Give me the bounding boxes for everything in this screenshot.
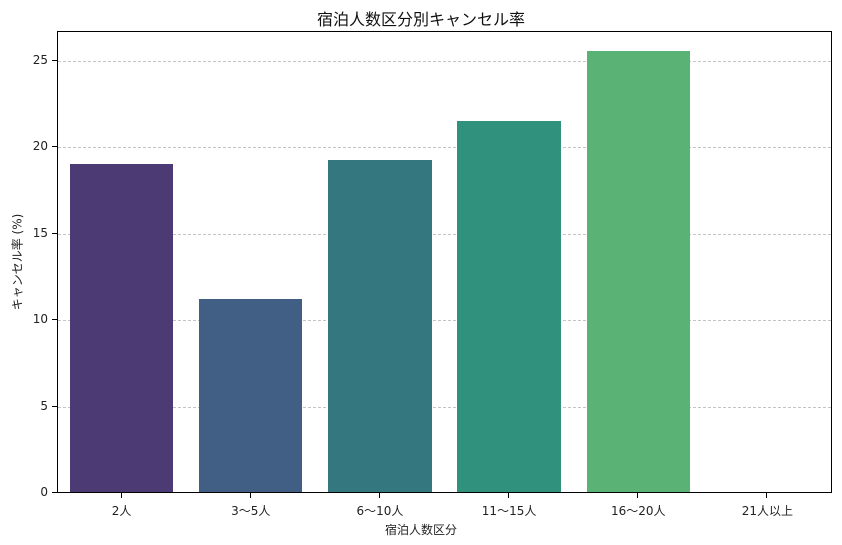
gridline bbox=[58, 320, 831, 322]
x-tick-label: 16〜20人 bbox=[610, 504, 666, 518]
bar bbox=[199, 298, 303, 492]
x-tick bbox=[637, 493, 639, 498]
x-tick bbox=[120, 493, 122, 498]
y-tick-label: 0 bbox=[40, 485, 48, 499]
plot-area bbox=[57, 31, 832, 493]
x-tick-label: 3〜5人 bbox=[231, 504, 271, 518]
y-tick bbox=[52, 232, 57, 234]
x-tick-label: 21人以上 bbox=[741, 504, 794, 518]
gridline bbox=[58, 61, 831, 63]
gridline bbox=[58, 406, 831, 408]
chart-title: 宿泊人数区分別キャンセル率 bbox=[316, 10, 525, 29]
x-axis-label: 宿泊人数区分 bbox=[384, 523, 457, 537]
y-tick bbox=[52, 492, 57, 493]
y-tick-label: 25 bbox=[32, 53, 48, 68]
x-tick bbox=[378, 493, 380, 498]
y-tick-label: 10 bbox=[32, 312, 48, 327]
x-tick bbox=[249, 493, 251, 498]
y-tick bbox=[52, 146, 57, 148]
x-tick bbox=[766, 493, 768, 498]
y-tick-label: 5 bbox=[40, 398, 48, 413]
bar bbox=[457, 120, 561, 492]
x-tick bbox=[508, 493, 510, 498]
gridline bbox=[58, 147, 831, 149]
x-tick-label: 2人 bbox=[111, 504, 132, 518]
bar bbox=[328, 160, 432, 492]
y-tick bbox=[52, 319, 57, 321]
y-tick-label: 20 bbox=[32, 139, 48, 154]
y-tick bbox=[52, 60, 57, 62]
bar bbox=[69, 163, 174, 492]
x-tick-label: 6〜10人 bbox=[356, 504, 404, 518]
y-axis-label: キャンセル率 (%) bbox=[10, 213, 25, 311]
gridline bbox=[58, 233, 831, 235]
y-tick bbox=[52, 405, 57, 407]
x-tick-label: 11〜15人 bbox=[481, 504, 537, 518]
y-tick-label: 15 bbox=[32, 225, 48, 240]
bar bbox=[586, 51, 690, 492]
